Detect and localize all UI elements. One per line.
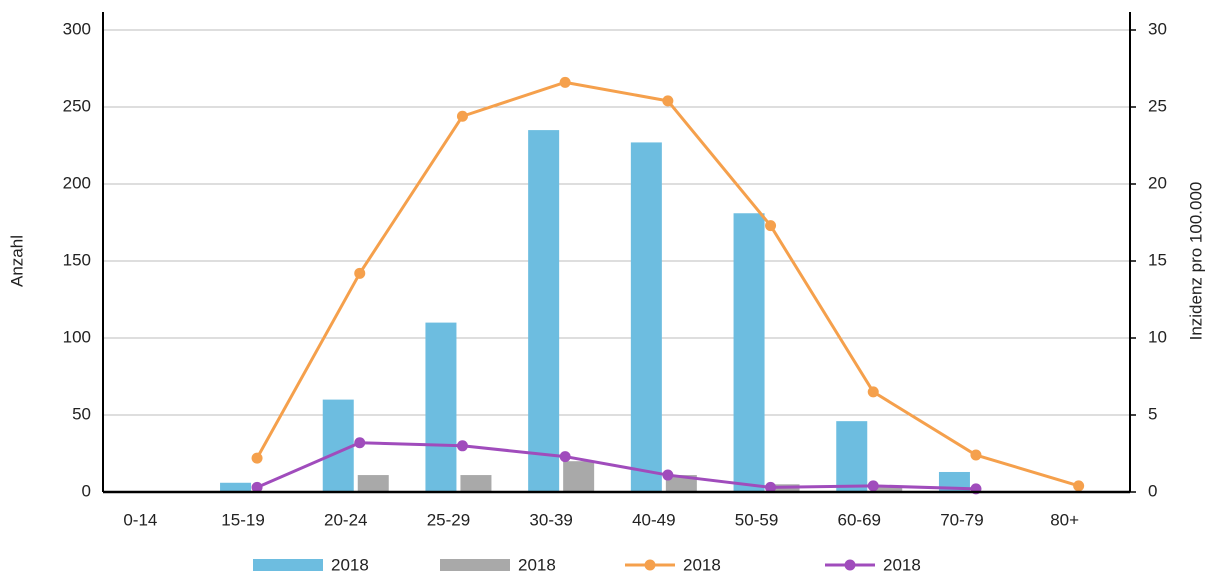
line [255,80,1080,488]
x-tick-label: 60-69 [838,510,881,529]
bar [460,475,492,492]
x-tick-label: 70-79 [940,510,983,529]
line-marker [1073,480,1085,492]
line-marker [662,469,674,481]
x-tick-label: 15-19 [221,510,264,529]
x-tick-label: 0-14 [123,510,157,529]
y-tick-label: 50 [72,404,91,423]
line-marker [867,386,879,398]
bar [528,130,560,492]
y-tick-label: 200 [63,173,91,192]
line-marker [354,267,366,279]
y-tick-label: 100 [63,327,91,346]
legend-label: 2018 [883,555,921,574]
y2-tick-label: 5 [1148,404,1157,423]
x-tick-label: 40-49 [632,510,675,529]
y2-tick-label: 30 [1148,19,1167,38]
legend-swatch [440,559,510,571]
line-marker [251,452,263,464]
line [256,441,976,491]
y2-tick-label: 0 [1148,481,1157,500]
x-tick-label: 80+ [1050,510,1079,529]
line-marker [354,437,366,449]
y2-tick-label: 20 [1148,173,1167,192]
y-tick-label: 250 [63,96,91,115]
legend-marker [644,559,656,571]
bar [322,399,354,492]
y2-tick-label: 10 [1148,327,1167,346]
bar [425,322,457,492]
legend-label: 2018 [331,555,369,574]
legend-label: 2018 [518,555,556,574]
bar [665,475,697,492]
bar [220,482,252,492]
legend-label: 2018 [683,555,721,574]
bar [733,213,765,492]
x-tick-label: 25-29 [427,510,470,529]
legend-marker [844,559,856,571]
x-tick-label: 20-24 [324,510,367,529]
line-marker [456,440,468,452]
line-marker [867,480,879,492]
line-marker [662,95,674,107]
y-tick-label: 0 [82,481,91,500]
line-marker [970,449,982,461]
y-axis-title: Anzahl [7,235,26,287]
bar [563,461,595,492]
y-tick-label: 150 [63,250,91,269]
bar [630,142,662,493]
y-tick-label: 300 [63,19,91,38]
bar [871,487,903,492]
bar [357,475,389,492]
x-tick-label: 50-59 [735,510,778,529]
line-marker [251,481,263,493]
y2-axis-title: Inzidenz pro 100.000 [1186,182,1205,341]
legend-swatch [253,559,323,571]
line-marker [765,220,777,232]
line-marker [559,76,571,88]
y2-tick-label: 25 [1148,96,1167,115]
bar [836,421,868,492]
line-marker [765,481,777,493]
x-tick-label: 30-39 [529,510,572,529]
line-marker [456,110,468,122]
line-marker [559,451,571,463]
y2-tick-label: 15 [1148,250,1167,269]
